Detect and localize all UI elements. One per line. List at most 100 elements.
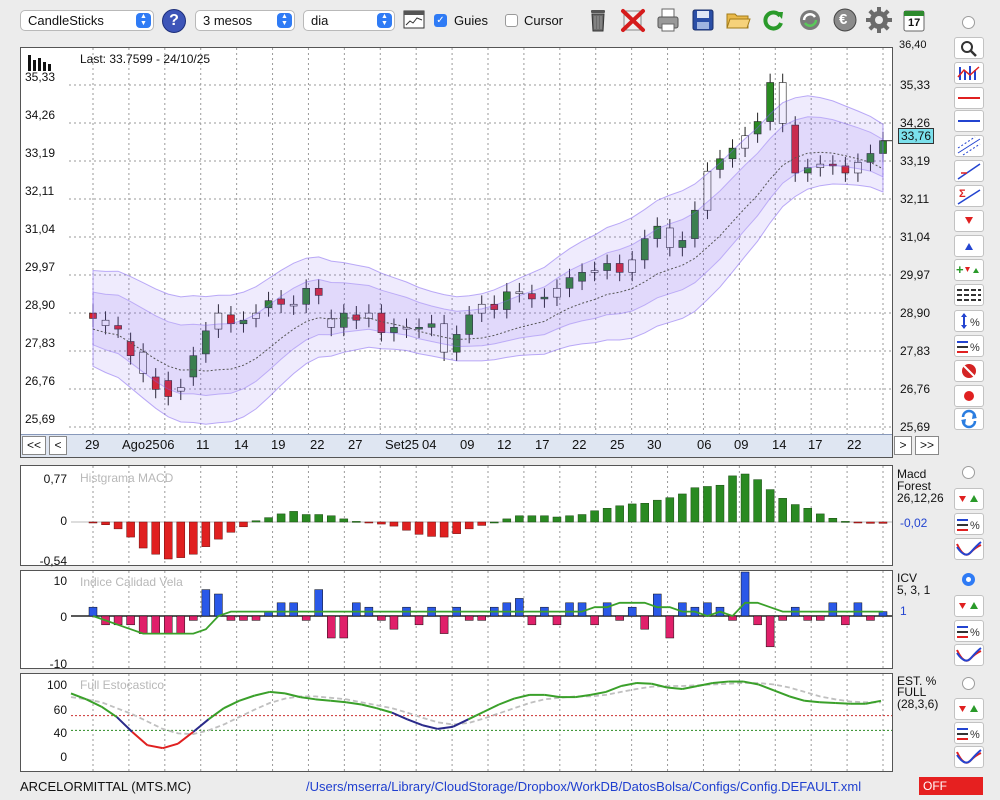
price-chart-panel[interactable]: Last: 33.7599 - 24/10/25 35,33 34,26 33,19…	[20, 39, 939, 458]
config-path-link[interactable]: /Users/mserra/Library/CloudStorage/Dropb…	[306, 779, 862, 794]
stochastic-percent-button[interactable]: %	[954, 722, 984, 744]
cycle-arrows-icon	[961, 409, 977, 429]
icv-bar	[653, 593, 662, 617]
window-chart-icon[interactable]	[403, 10, 425, 30]
x-axis-date-label: 17	[535, 437, 550, 452]
horizontal-blue-line-button[interactable]	[954, 110, 984, 132]
stochastic-curve-button[interactable]	[954, 746, 984, 768]
macd-curve-button[interactable]	[954, 538, 984, 560]
sync-icon[interactable]	[796, 6, 824, 34]
interval-select[interactable]: dia ▲ ▼	[303, 10, 395, 31]
x-axis-date-label: 22	[310, 437, 325, 452]
off-label: OFF	[923, 779, 947, 793]
chart-type-select[interactable]: CandleSticks ▲ ▼	[20, 10, 154, 31]
candles-tool-button[interactable]	[954, 62, 984, 84]
icv-panel[interactable]: Indice Calidad Vela 10 0 -10 ICV 5, 3, 1…	[20, 570, 930, 671]
stochastic-k-segment	[254, 690, 270, 697]
svg-text:%: %	[970, 342, 980, 354]
help-button[interactable]: ?	[162, 9, 186, 33]
regression-tool-button[interactable]: Σ	[954, 185, 984, 207]
candle-body	[239, 319, 248, 325]
stochastic-panel[interactable]: Full Estocastico 100 60 40 0 EST. % FULL…	[20, 673, 938, 772]
current-price-value: 33,76	[900, 129, 932, 143]
macd-bar	[264, 517, 273, 523]
macd-chart-canvas[interactable]	[21, 466, 892, 565]
macd-bar	[88, 521, 98, 524]
curve-cross-icon	[956, 541, 982, 556]
macd-markers-button[interactable]	[954, 488, 984, 510]
icv-bar	[439, 615, 449, 634]
off-status-badge[interactable]: OFF	[919, 777, 983, 795]
candle-body	[653, 225, 662, 239]
icv-markers-button[interactable]	[954, 595, 984, 617]
icv-value: 1	[900, 604, 907, 618]
icv-percent-button[interactable]: %	[954, 620, 984, 642]
currency-euro-icon[interactable]: €	[831, 6, 859, 34]
zoom-button[interactable]	[954, 37, 984, 59]
macd-bar	[552, 516, 562, 523]
print-icon[interactable]	[654, 6, 682, 34]
macd-bar	[389, 521, 399, 527]
stochastic-k-segment	[789, 695, 805, 702]
calendar-day: 17	[908, 17, 921, 29]
period-select[interactable]: 3 mesos ▲ ▼	[195, 10, 295, 31]
guides-checkbox[interactable]: ✓	[434, 14, 447, 27]
cursor-checkbox[interactable]	[505, 14, 518, 27]
icv-panel-radio[interactable]	[962, 573, 975, 586]
icv-bar	[151, 615, 160, 634]
channel-tool-button[interactable]	[954, 135, 984, 157]
candle-body	[816, 163, 825, 168]
refresh-icon[interactable]	[759, 6, 787, 34]
macd-bar	[276, 513, 286, 523]
percent-lines-button[interactable]: %	[954, 335, 984, 357]
nav-prev-button[interactable]: <	[49, 436, 67, 455]
sell-marker-button[interactable]	[954, 210, 984, 232]
buy-marker-button[interactable]	[954, 235, 984, 257]
horizontal-red-line-button[interactable]	[954, 87, 984, 109]
macd-percent-button[interactable]: %	[954, 513, 984, 535]
nav-next-button[interactable]: >	[894, 436, 912, 455]
icv-chart-canvas[interactable]	[21, 571, 892, 668]
icv-bar	[803, 615, 813, 621]
swap-button[interactable]	[954, 408, 984, 430]
calendar-button[interactable]: 17	[900, 6, 928, 34]
icv-curve-button[interactable]	[954, 644, 984, 666]
percent-range-button[interactable]: %	[954, 310, 984, 332]
icv-bar	[828, 602, 838, 617]
candle-body	[227, 314, 235, 325]
trash-icon[interactable]	[584, 6, 612, 34]
record-button[interactable]	[954, 385, 984, 407]
delete-icon[interactable]	[619, 6, 647, 34]
macd-params: 26,12,26	[897, 491, 944, 505]
stochastic-markers-button[interactable]	[954, 698, 984, 720]
icv-y-tick-zero: 0	[60, 610, 67, 624]
macd-bar	[189, 521, 198, 555]
volume-bars-icon[interactable]	[27, 53, 51, 71]
add-markers-button[interactable]: +	[954, 259, 984, 281]
price-chart-canvas[interactable]	[21, 48, 892, 457]
svg-text:%: %	[970, 627, 980, 639]
macd-panel-radio[interactable]	[962, 466, 975, 479]
macd-panel[interactable]: Histgrama MACD 0,77 0 -0,54 Macd Forest …	[20, 465, 944, 568]
macd-bar	[715, 484, 725, 523]
settings-gear-icon[interactable]	[865, 6, 893, 34]
date-navigation-bar[interactable]	[21, 434, 892, 457]
grid-lines-button[interactable]	[954, 284, 984, 306]
icv-bar	[565, 602, 574, 617]
clear-all-button[interactable]	[954, 360, 984, 382]
stochastic-k-segment	[467, 710, 485, 721]
stochastic-k-segment	[575, 693, 591, 699]
macd-bar	[665, 497, 675, 523]
macd-bar	[540, 515, 549, 523]
no-entry-icon	[962, 364, 976, 378]
main-chart-radio[interactable]	[962, 16, 975, 29]
folder-open-icon[interactable]	[724, 6, 752, 34]
stochastic-panel-radio[interactable]	[962, 677, 975, 690]
trendline-tool-button[interactable]	[954, 160, 984, 182]
nav-first-button[interactable]: <<	[22, 436, 46, 455]
save-icon[interactable]	[689, 6, 717, 34]
stochastic-chart-canvas[interactable]	[21, 674, 892, 771]
macd-bar	[728, 475, 737, 523]
macd-bar	[615, 505, 624, 523]
nav-last-button[interactable]: >>	[915, 436, 939, 455]
